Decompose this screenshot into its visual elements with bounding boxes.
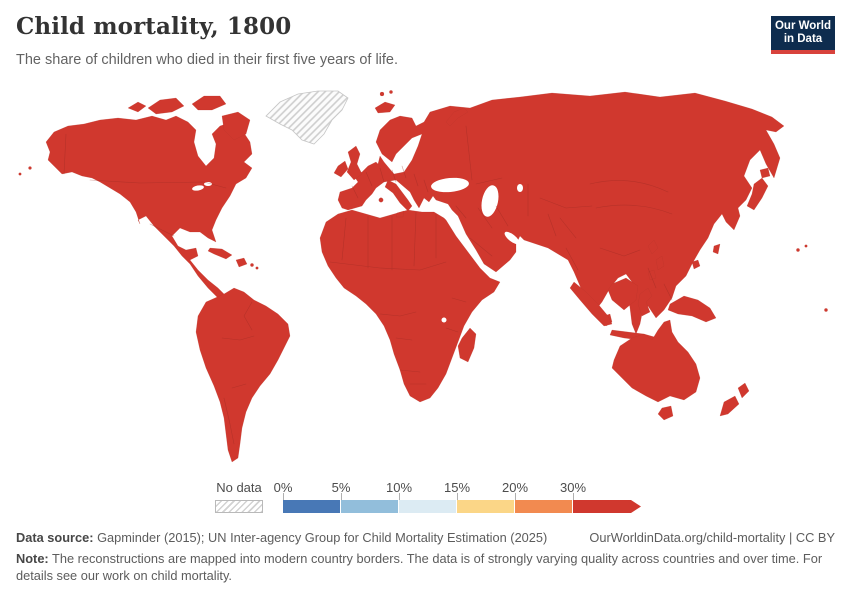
region-taiwan[interactable]	[712, 243, 721, 255]
legend-tick-label: 10%	[385, 480, 413, 495]
region-caribbean[interactable]	[207, 247, 259, 270]
inland-seas	[192, 177, 523, 323]
region-arctic-islands[interactable]	[127, 95, 251, 141]
region-arctic-russia-islands[interactable]	[379, 90, 469, 127]
data-source-label: Data source:	[16, 530, 94, 545]
legend-color-segment[interactable]	[399, 500, 457, 513]
region-sicily[interactable]	[395, 210, 405, 218]
chart-subtitle: The share of children who died in their …	[16, 52, 399, 68]
owid-logo-line2: in Data	[783, 33, 823, 45]
note-text: The reconstructions are mapped into mode…	[16, 551, 823, 583]
note-label: Note:	[16, 551, 49, 566]
region-australia[interactable]	[611, 319, 701, 403]
legend-color-segment[interactable]	[457, 500, 515, 513]
country-borders	[63, 125, 673, 445]
legend-tick	[457, 493, 458, 500]
legend-no-data-label: No data	[216, 480, 262, 495]
region-north-america[interactable]	[45, 115, 253, 299]
legend-no-data-swatch[interactable]	[215, 500, 263, 513]
data-source-text: Gapminder (2015); UN Inter-agency Group …	[93, 530, 548, 545]
data-source-line: Data source: Gapminder (2015); UN Inter-…	[16, 530, 547, 545]
region-great-britain[interactable]	[346, 145, 363, 181]
legend-tick-label: 0%	[273, 480, 293, 495]
region-africa[interactable]	[319, 209, 501, 403]
owid-logo-line1: Our World	[774, 20, 831, 32]
note-line: Note: The reconstructions are mapped int…	[16, 551, 840, 584]
region-greenland[interactable]	[265, 90, 349, 145]
legend-tick	[341, 493, 342, 500]
region-iceland[interactable]	[374, 101, 396, 114]
region-sardinia[interactable]	[378, 197, 384, 203]
owid-url-link[interactable]: OurWorldinData.org/child-mortality | CC …	[589, 530, 835, 545]
legend-tick	[573, 493, 574, 500]
region-italy[interactable]	[384, 179, 413, 212]
region-philippines[interactable]	[647, 239, 665, 281]
legend-tick-label: 15%	[443, 480, 471, 495]
region-hainan[interactable]	[691, 259, 701, 270]
region-south-america[interactable]	[195, 287, 291, 463]
world-map	[0, 88, 850, 473]
legend-color-segment[interactable]	[515, 500, 573, 513]
legend-tick-label: 30%	[559, 480, 587, 495]
region-new-zealand[interactable]	[719, 382, 750, 417]
legend-tick-label: 5%	[331, 480, 351, 495]
footer: Data source: Gapminder (2015); UN Inter-…	[16, 530, 835, 545]
owid-logo[interactable]: Our World in Data	[771, 16, 835, 54]
legend-tick	[399, 493, 400, 500]
region-eurasia[interactable]	[337, 91, 785, 335]
legend-color-segment[interactable]	[341, 500, 399, 513]
legend-color-segment[interactable]	[573, 500, 641, 513]
region-tasmania[interactable]	[657, 405, 674, 421]
region-madagascar[interactable]	[457, 327, 477, 363]
region-japan[interactable]	[746, 167, 771, 211]
region-pacific-islands[interactable]	[18, 166, 828, 312]
page-title: Child mortality, 1800	[16, 13, 292, 40]
legend-color-segment[interactable]	[283, 500, 341, 513]
legend-tick	[515, 493, 516, 500]
region-new-guinea[interactable]	[667, 295, 717, 323]
map-legend: No data 0% 5% 10% 15% 20% 30%	[0, 479, 850, 515]
world-map-svg	[18, 90, 828, 463]
region-ireland[interactable]	[333, 160, 349, 178]
legend-tick	[283, 493, 284, 500]
legend-tick-label: 20%	[501, 480, 529, 495]
